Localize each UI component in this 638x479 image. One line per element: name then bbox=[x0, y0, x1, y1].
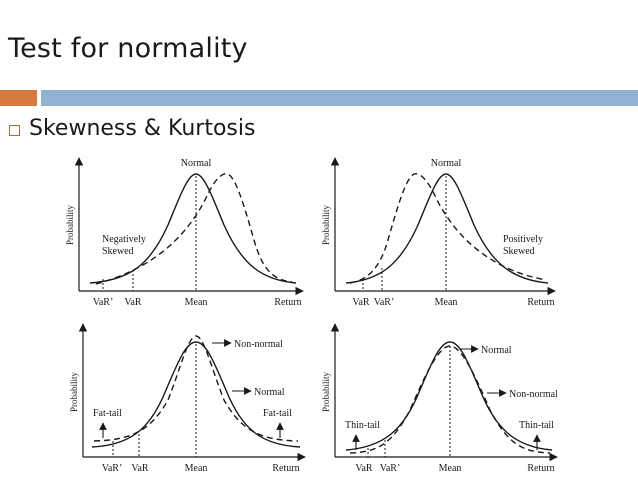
x-label-return: Return bbox=[272, 463, 299, 474]
arrow-label-non-normal: Non-normal bbox=[234, 339, 283, 350]
y-axis-label: Probability bbox=[321, 372, 331, 412]
accent-bar-blue bbox=[41, 90, 638, 106]
tail-label-left: Fat-tail bbox=[93, 408, 122, 419]
x-label-var-prime: VaR’ bbox=[93, 297, 114, 308]
accent-bar-orange bbox=[0, 90, 37, 106]
annotation-line-1: Positively bbox=[503, 234, 543, 245]
bullet-square-icon bbox=[9, 125, 20, 136]
x-label-var-prime: VaR’ bbox=[374, 297, 395, 308]
x-label-var: VaR bbox=[124, 297, 142, 308]
panel-negatively-skewed: Probability Normal Negatively Skewed VaR… bbox=[65, 157, 304, 308]
x-label-mean: Mean bbox=[435, 297, 458, 308]
normal-curve bbox=[91, 341, 301, 448]
x-label-return: Return bbox=[527, 463, 554, 474]
x-label-mean: Mean bbox=[185, 463, 208, 474]
panel-positively-skewed: Probability Normal Positively Skewed VaR… bbox=[321, 157, 556, 308]
y-axis-label: Probability bbox=[321, 205, 331, 245]
panel-thin-tail: Probability Normal Non-normal Thin-tail … bbox=[321, 323, 558, 474]
top-label: Normal bbox=[431, 158, 462, 169]
tail-label-left: Thin-tail bbox=[345, 420, 380, 431]
x-label-return: Return bbox=[527, 297, 554, 308]
y-axis-label: Probability bbox=[69, 372, 79, 412]
tail-label-right: Thin-tail bbox=[519, 420, 554, 431]
x-label-var: VaR bbox=[131, 463, 149, 474]
normal-curve bbox=[345, 173, 549, 284]
x-label-var-prime: VaR’ bbox=[102, 463, 123, 474]
x-label-var: VaR bbox=[355, 463, 373, 474]
fat-tail-curve bbox=[93, 335, 299, 442]
x-label-var: VaR bbox=[352, 297, 370, 308]
arrow-label-normal: Normal bbox=[254, 387, 285, 398]
x-label-mean: Mean bbox=[439, 463, 462, 474]
normal-curve bbox=[89, 173, 297, 284]
x-label-var-prime: VaR’ bbox=[380, 463, 401, 474]
annotation-line-2: Skewed bbox=[503, 246, 535, 257]
skewed-curve bbox=[349, 173, 547, 284]
tail-label-right: Fat-tail bbox=[263, 408, 292, 419]
arrow-label-normal: Normal bbox=[481, 345, 512, 356]
arrow-label-non-normal: Non-normal bbox=[509, 389, 558, 400]
x-label-return: Return bbox=[274, 297, 301, 308]
annotation-line-1: Negatively bbox=[102, 234, 146, 245]
x-label-mean: Mean bbox=[185, 297, 208, 308]
normal-curve bbox=[345, 341, 553, 451]
bullet-text: Skewness & Kurtosis bbox=[29, 116, 256, 141]
y-axis-label: Probability bbox=[65, 205, 75, 245]
top-label: Normal bbox=[181, 158, 212, 169]
annotation-line-2: Skewed bbox=[102, 246, 134, 257]
panel-fat-tail: Probability Non-normal Normal Fat-tail F… bbox=[69, 323, 306, 474]
skewed-curve bbox=[95, 173, 293, 285]
slide-title: Test for normality bbox=[8, 33, 248, 64]
